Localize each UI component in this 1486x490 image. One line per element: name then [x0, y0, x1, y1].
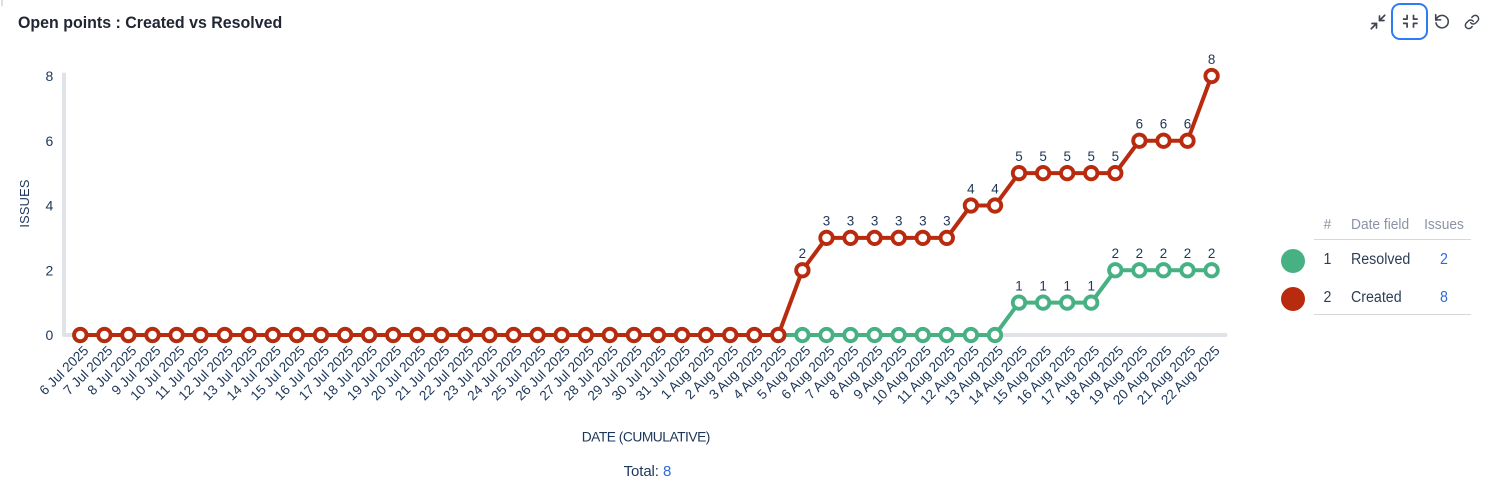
svg-text:2: 2 [1136, 246, 1143, 261]
svg-text:2: 2 [1184, 246, 1191, 261]
svg-text:2: 2 [1160, 246, 1167, 261]
svg-text:5: 5 [1063, 149, 1070, 164]
svg-text:3: 3 [919, 214, 926, 229]
svg-text:5: 5 [1112, 149, 1119, 164]
svg-text:3: 3 [895, 214, 902, 229]
svg-text:1: 1 [1039, 278, 1046, 293]
svg-text:2: 2 [1208, 246, 1215, 261]
svg-text:6: 6 [1136, 117, 1143, 132]
svg-text:6: 6 [1160, 117, 1167, 132]
svg-text:DATE (CUMULATIVE): DATE (CUMULATIVE) [582, 430, 710, 445]
svg-text:4: 4 [967, 181, 975, 196]
svg-text:6: 6 [1184, 117, 1191, 132]
svg-text:1: 1 [1087, 278, 1094, 293]
svg-text:2: 2 [46, 262, 54, 278]
svg-text:3: 3 [943, 214, 950, 229]
svg-text:1: 1 [1063, 278, 1070, 293]
svg-text:5: 5 [1015, 149, 1022, 164]
svg-text:4: 4 [991, 181, 999, 196]
svg-text:Total: 8: Total: 8 [624, 463, 672, 480]
svg-text:2: 2 [799, 246, 806, 261]
svg-text:5: 5 [1039, 149, 1046, 164]
svg-text:8: 8 [46, 68, 54, 84]
svg-text:4: 4 [46, 198, 54, 214]
svg-text:6: 6 [46, 133, 54, 149]
svg-text:5: 5 [1087, 149, 1094, 164]
svg-text:ISSUES: ISSUES [17, 179, 32, 227]
svg-text:0: 0 [46, 327, 54, 343]
svg-text:1: 1 [1015, 278, 1022, 293]
svg-text:8: 8 [1208, 52, 1215, 67]
svg-text:3: 3 [871, 214, 878, 229]
svg-text:3: 3 [847, 214, 854, 229]
svg-text:2: 2 [1112, 246, 1119, 261]
svg-text:3: 3 [823, 214, 830, 229]
